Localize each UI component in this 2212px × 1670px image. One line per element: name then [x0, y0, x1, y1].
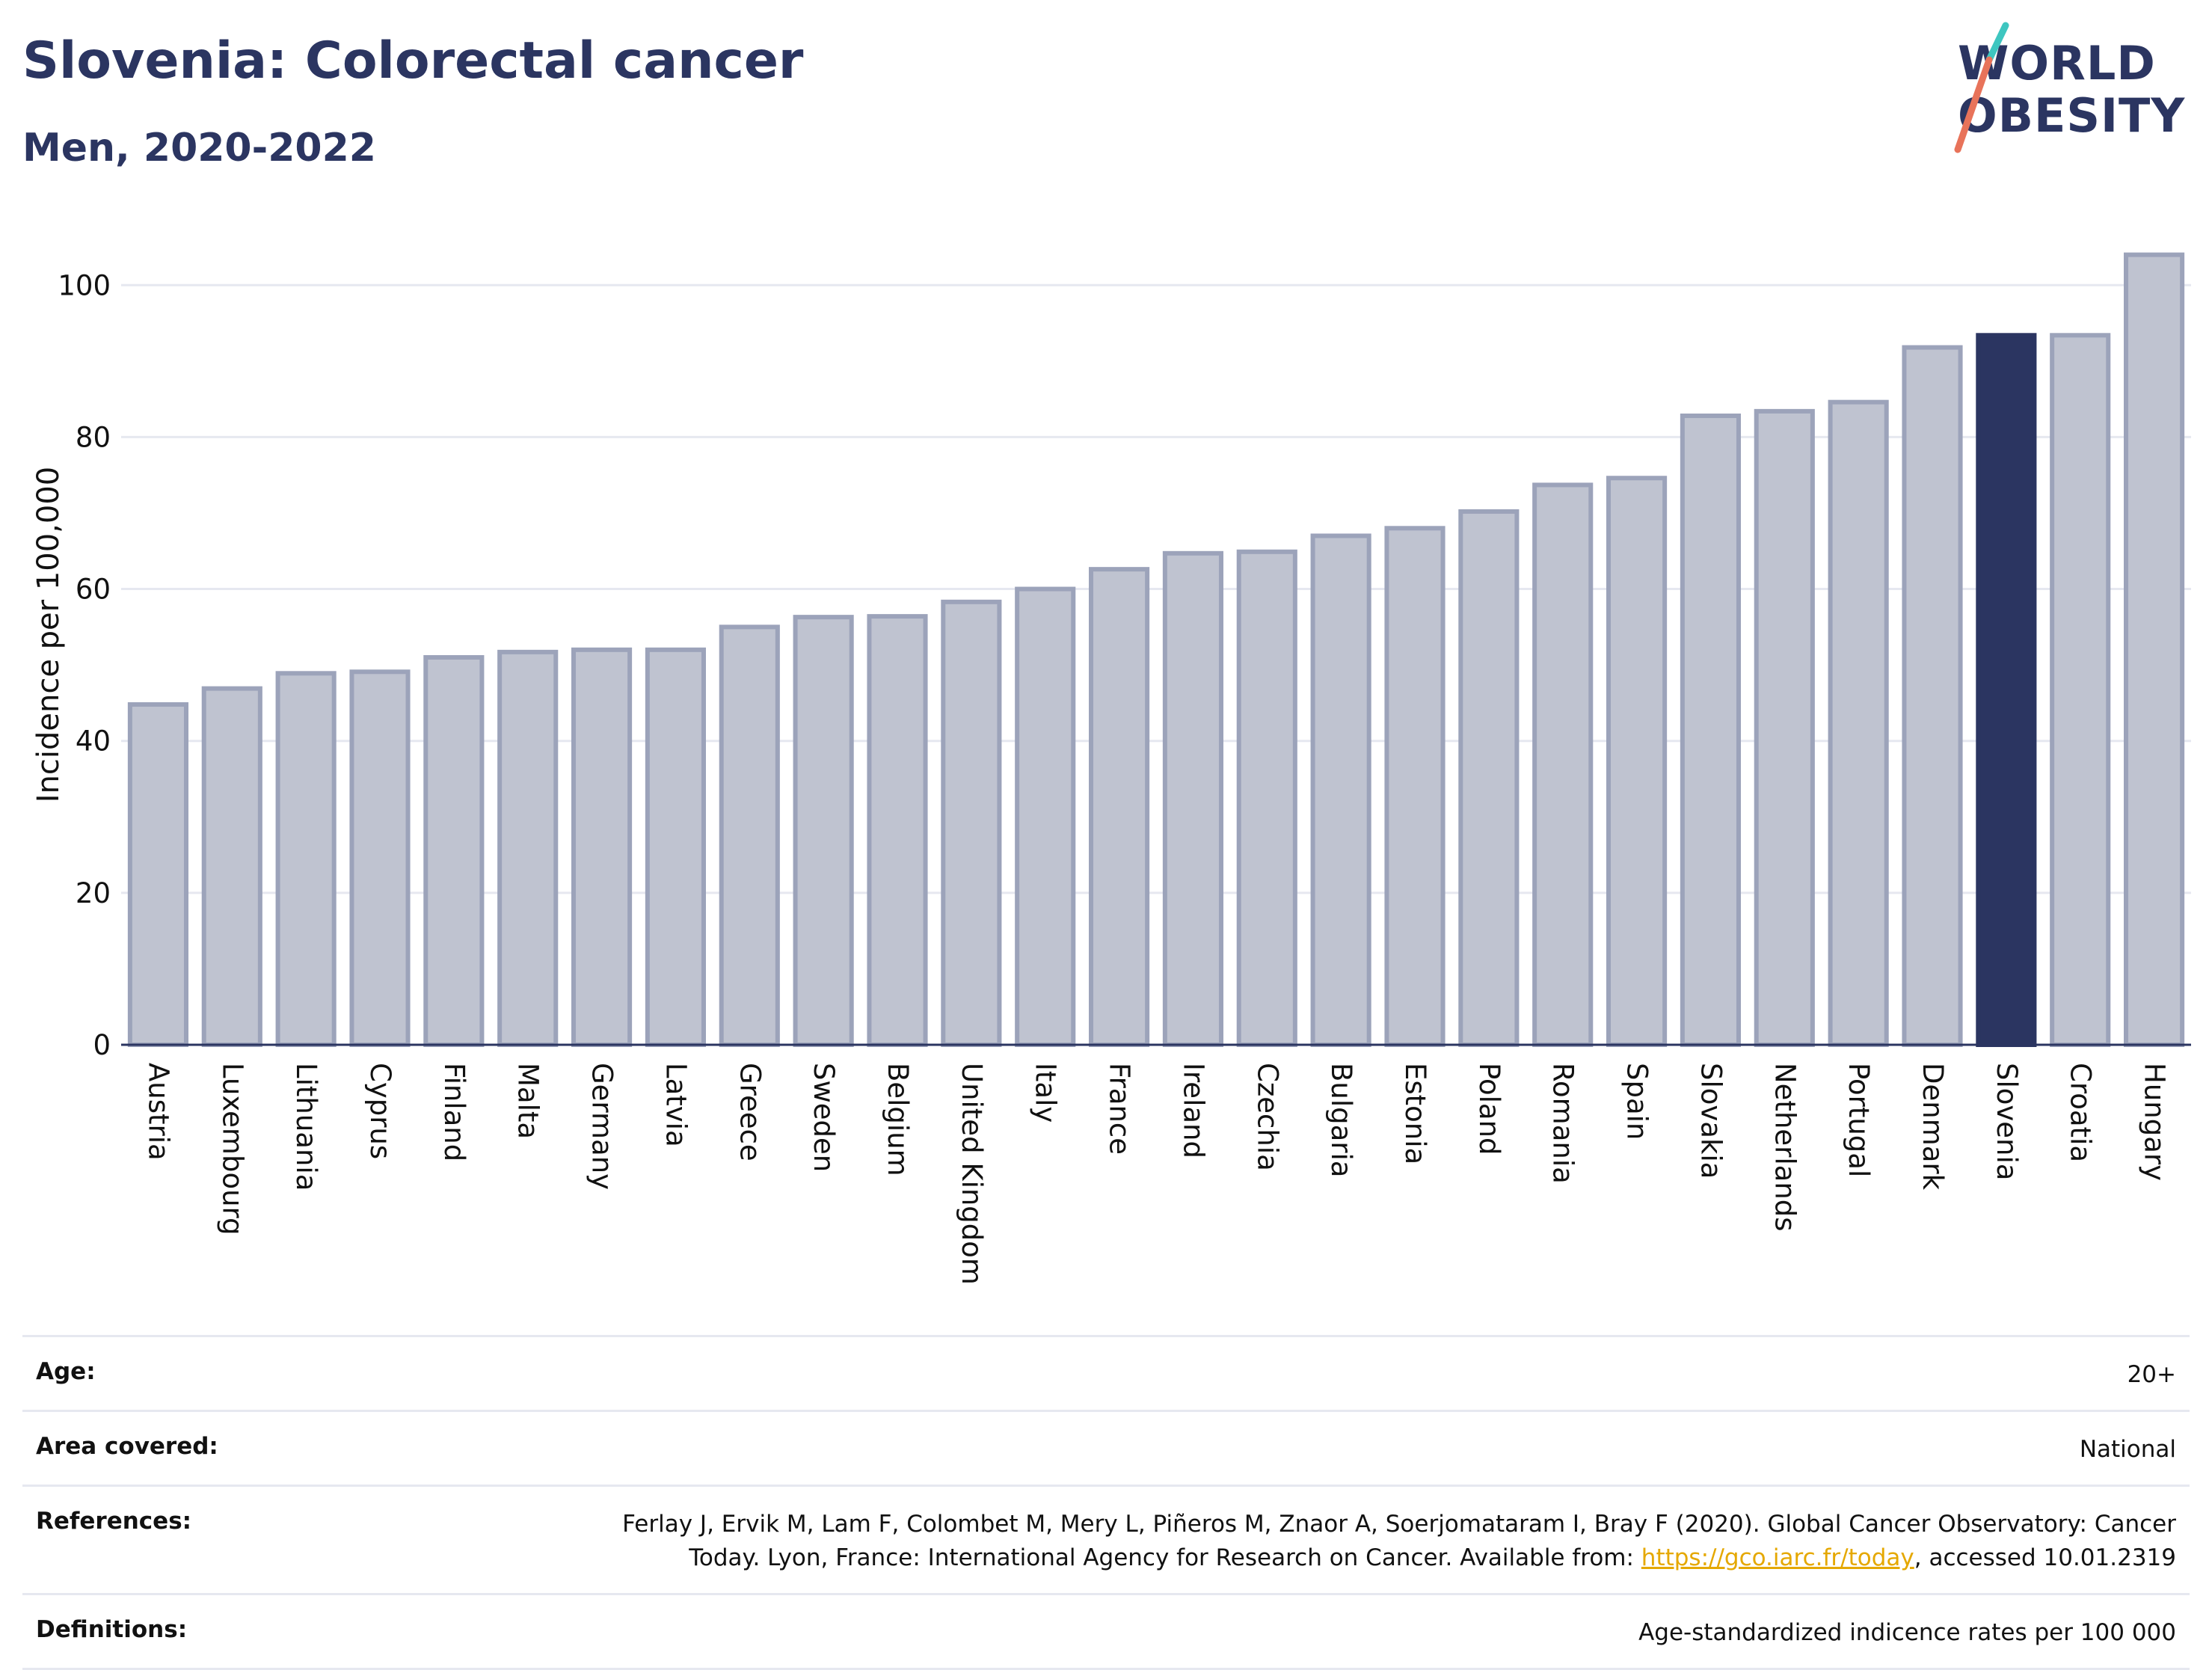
definitions-value: Age-standardized indicence rates per 100…	[1638, 1618, 2176, 1646]
bar-denmark	[1902, 345, 1963, 1047]
x-tick-label-greece: Greece	[734, 1063, 766, 1161]
x-tick-labels: Austria Luxembourg Lithuania Cyprus Finland M…	[142, 1063, 2170, 1285]
x-tick-label-spain: Spain	[1621, 1063, 1653, 1140]
x-tick-label-luxembourg: Luxembourg	[216, 1063, 248, 1235]
x-tick-label-slovakia: Slovakia	[1695, 1063, 1727, 1179]
age-label: Age:	[36, 1358, 96, 1385]
bar-netherlands	[1754, 408, 1815, 1047]
x-tick-label-ireland: Ireland	[1177, 1063, 1209, 1158]
y-tick-labels: 0 20 40 60 80 100	[58, 269, 111, 1061]
y-tick-label: 0	[93, 1029, 111, 1061]
x-tick-label-portugal: Portugal	[1843, 1063, 1875, 1177]
logo-line-2: OBESITY	[1958, 88, 2186, 143]
area-value: National	[2079, 1435, 2176, 1463]
x-tick-label-slovenia: Slovenia	[1991, 1063, 2023, 1180]
bar-spain	[1606, 476, 1668, 1047]
y-tick-label: 100	[58, 269, 111, 301]
bar-slovakia	[1680, 413, 1741, 1047]
x-tick-label-malta: Malta	[512, 1063, 544, 1139]
x-tick-label-united-kingdom: United Kingdom	[956, 1063, 988, 1285]
x-tick-label-latvia: Latvia	[660, 1063, 692, 1147]
bar-finland	[423, 654, 485, 1047]
bar-hungary	[2124, 252, 2185, 1047]
bars	[127, 252, 2185, 1048]
world-obesity-logo: WORLD OBESITY	[1944, 21, 2199, 159]
bar-slovenia	[1976, 333, 2037, 1047]
x-tick-label-croatia: Croatia	[2065, 1063, 2097, 1162]
bar-estonia	[1384, 526, 1446, 1047]
bar-united-kingdom	[941, 599, 1002, 1047]
bar-germany	[571, 647, 633, 1047]
y-tick-label: 40	[76, 725, 111, 758]
references-accessed: , accessed 10.01.2319	[1914, 1544, 2176, 1571]
bar-chart: 0 20 40 60 80 100 Austria Luxembourg Lithuania C…	[31, 252, 2191, 1285]
chart-subtitle: Men, 2020-2022	[22, 126, 376, 171]
meta-row-definitions: Definitions: Age-standardized indicence …	[22, 1592, 2190, 1670]
x-tick-label-romania: Romania	[1547, 1063, 1579, 1184]
meta-row-references: References: Ferlay J, Ervik M, Lam F, Co…	[22, 1484, 2190, 1593]
age-value: 20+	[2127, 1361, 2176, 1388]
x-tick-label-sweden: Sweden	[808, 1063, 840, 1172]
references-label: References:	[36, 1507, 192, 1535]
meta-row-area: Area covered: National	[22, 1409, 2190, 1485]
bar-czechia	[1236, 549, 1297, 1047]
area-label: Area covered:	[36, 1432, 218, 1460]
x-tick-label-finland: Finland	[438, 1063, 470, 1161]
definitions-label: Definitions:	[36, 1615, 188, 1643]
meta-row-age: Age: 20+	[22, 1335, 2190, 1410]
logo-slash-icon	[1954, 22, 2009, 153]
x-tick-label-cyprus: Cyprus	[364, 1063, 396, 1159]
x-tick-label-germany: Germany	[586, 1063, 618, 1190]
bar-france	[1089, 567, 1150, 1047]
x-tick-label-belgium: Belgium	[882, 1063, 914, 1176]
bar-croatia	[2050, 333, 2111, 1047]
bar-lithuania	[275, 671, 337, 1048]
bar-bulgaria	[1310, 533, 1371, 1047]
y-axis-label: Incidence per 100,000	[31, 467, 66, 803]
x-tick-label-hungary: Hungary	[2139, 1063, 2171, 1181]
x-tick-label-netherlands: Netherlands	[1769, 1063, 1801, 1232]
x-tick-label-poland: Poland	[1473, 1063, 1505, 1155]
references-text: Ferlay J, Ervik M, Lam F, Colombet M, Me…	[622, 1510, 2176, 1571]
bar-cyprus	[349, 669, 411, 1047]
references-value: Ferlay J, Ervik M, Lam F, Colombet M, Me…	[591, 1508, 2176, 1575]
bar-italy	[1015, 586, 1076, 1047]
bar-austria	[127, 702, 188, 1047]
x-tick-label-estonia: Estonia	[1399, 1063, 1431, 1164]
y-tick-label: 60	[76, 574, 111, 606]
x-tick-label-czechia: Czechia	[1251, 1063, 1283, 1171]
bar-sweden	[793, 615, 854, 1047]
bar-greece	[719, 624, 780, 1047]
bar-romania	[1532, 482, 1594, 1047]
references-link[interactable]: https://gco.iarc.fr/today	[1641, 1544, 1914, 1571]
bar-latvia	[645, 647, 706, 1047]
x-tick-label-bulgaria: Bulgaria	[1325, 1063, 1357, 1177]
chart-title: Slovenia: Colorectal cancer	[22, 31, 804, 90]
bar-belgium	[867, 614, 928, 1047]
x-tick-label-denmark: Denmark	[1917, 1063, 1949, 1191]
bar-poland	[1458, 509, 1520, 1047]
x-tick-label-france: France	[1104, 1063, 1136, 1155]
bar-luxembourg	[201, 686, 262, 1048]
metadata-table: Age: 20+ Area covered: National Referenc…	[22, 1335, 2190, 1670]
x-tick-label-lithuania: Lithuania	[290, 1063, 322, 1191]
x-tick-label-italy: Italy	[1030, 1063, 1062, 1123]
x-tick-label-austria: Austria	[142, 1063, 174, 1161]
bar-ireland	[1162, 550, 1223, 1047]
y-tick-label: 80	[76, 421, 111, 453]
bar-portugal	[1828, 399, 1889, 1047]
y-tick-label: 20	[76, 877, 111, 909]
bar-malta	[497, 649, 559, 1047]
